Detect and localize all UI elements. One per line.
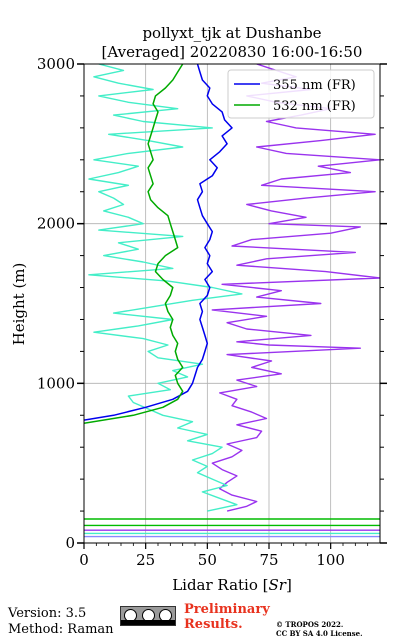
legend-label: 355 nm (FR) <box>273 78 356 93</box>
badge-strip <box>121 620 175 625</box>
data-lines <box>84 64 380 538</box>
method-text: Method: Raman <box>8 622 114 637</box>
series-line-0 <box>84 64 233 421</box>
x-tick-label: 100 <box>316 551 345 569</box>
preliminary-results-note: Preliminary Results. <box>184 602 270 632</box>
profile-line-0 <box>211 64 380 512</box>
profile-line-1 <box>88 64 243 512</box>
grid-lines <box>83 63 380 544</box>
legend-box <box>227 69 375 119</box>
x-tick-label: 25 <box>136 551 155 569</box>
y-tick-label: 0 <box>65 534 75 552</box>
x-axis-label: Lidar Ratio [Sr] <box>172 576 292 594</box>
x-axis-label-unit: Sr <box>269 576 287 594</box>
y-tick-label: 3000 <box>37 55 75 73</box>
preliminary-line2: Results. <box>184 617 243 632</box>
x-tick-label: 0 <box>79 551 89 569</box>
legend: 355 nm (FR) 532 nm (FR) <box>227 69 375 119</box>
version-text: Version: 3.5 <box>8 606 87 621</box>
y-tick-label: 2000 <box>37 215 75 233</box>
y-axis-label: Height (m) <box>10 263 28 346</box>
y-tick-label: 1000 <box>37 374 75 392</box>
cc-by-sa-icon <box>120 606 176 626</box>
chart-title-line1: pollyxt_tjk at Dushanbe <box>142 24 321 42</box>
copyright-note: © TROPOS 2022. CC BY SA 4.0 License. <box>276 620 363 638</box>
series-line-1 <box>84 64 184 425</box>
x-tick-label: 75 <box>259 551 278 569</box>
legend-label: 532 nm (FR) <box>273 99 356 114</box>
plot-frame <box>83 63 381 544</box>
x-tick-label: 50 <box>198 551 217 569</box>
copyright-line1: © TROPOS 2022. <box>276 620 344 629</box>
x-axis-label-close: ] <box>286 576 292 594</box>
preliminary-line1: Preliminary <box>184 602 270 617</box>
x-axis-label-text: Lidar Ratio [ <box>172 576 268 594</box>
chart-title-line2: [Averaged] 20220830 16:00-16:50 <box>102 43 363 61</box>
copyright-line2: CC BY SA 4.0 License. <box>276 629 363 638</box>
